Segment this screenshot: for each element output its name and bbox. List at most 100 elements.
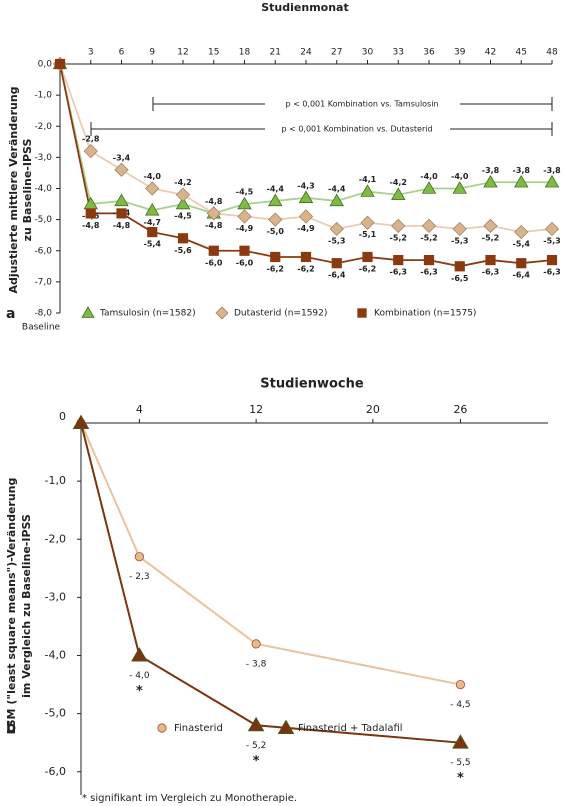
data-point (131, 647, 148, 662)
value-label: -5,2 (482, 233, 500, 242)
significance-marker: * (253, 754, 260, 769)
data-point (452, 181, 467, 194)
x-tick-label: 3 (88, 48, 94, 58)
series-line (80, 422, 461, 686)
y-tick-label: -4,0 (45, 649, 66, 662)
value-label: -4,2 (390, 178, 408, 187)
value-label: -4,8 (82, 221, 100, 230)
series-line (80, 422, 461, 744)
legend-label: Dutasterid (n=1592) (234, 309, 327, 319)
data-point (452, 734, 469, 749)
y-tick-label: -5,0 (45, 707, 66, 720)
data-point (83, 144, 98, 159)
value-label: -4,8 (205, 221, 223, 230)
value-label: - 4,5 (450, 700, 470, 710)
annotation: p < 0,001 Kombination vs. Dutasterid (281, 125, 432, 134)
x-axis-title: Studienwoche (260, 377, 364, 392)
value-label: -5,4 (144, 240, 162, 249)
legend-marker (357, 308, 367, 318)
x-tick-label: 39 (454, 48, 466, 58)
value-label: -6,5 (451, 274, 469, 283)
data-point (360, 215, 375, 230)
value-label: -4,0 (144, 172, 162, 181)
data-point (483, 174, 498, 188)
y-axis-title-line: zu Baseline-IPSS (21, 139, 34, 242)
baseline-label: Baseline (22, 323, 61, 333)
value-label: -4,3 (297, 181, 315, 190)
value-label: -5,1 (359, 230, 377, 239)
data-point (85, 208, 96, 219)
data-point (72, 414, 90, 429)
x-tick-label: 20 (366, 403, 380, 416)
x-axis-title: Studienmonat (261, 1, 348, 14)
data-point (175, 196, 191, 210)
value-label: -5,4 (513, 240, 531, 249)
y-tick-label: -8,0 (34, 309, 52, 319)
data-point (206, 206, 221, 221)
value-label: - 5,2 (246, 741, 266, 751)
panel-label: a (6, 306, 15, 322)
x-tick-label: 9 (149, 48, 155, 58)
legend-label: Finasterid + Tadalafil (298, 723, 403, 734)
x-tick-label: 45 (516, 48, 527, 58)
value-label: -5,3 (543, 236, 561, 245)
panel-label: b (6, 720, 16, 736)
value-label: - 2,3 (129, 572, 149, 582)
value-label: -4,4 (267, 184, 285, 193)
data-point (329, 221, 344, 237)
y-tick-label: -2,0 (45, 532, 66, 545)
y-tick-label: -2,0 (34, 122, 52, 132)
y-tick-label: -3,0 (34, 153, 52, 163)
y-tick-label: 0 (59, 410, 66, 423)
data-point (114, 193, 129, 207)
data-point (208, 245, 219, 256)
footnote: * signifikant im Vergleich zu Monotherap… (82, 793, 297, 804)
data-point (270, 251, 281, 263)
data-point (247, 716, 265, 732)
data-point (145, 181, 160, 196)
y-tick-label: -5,0 (34, 215, 52, 225)
value-label: - 4,0 (129, 671, 150, 681)
y-tick-label: 0,0 (38, 60, 53, 70)
data-point (454, 261, 465, 272)
data-point (114, 162, 129, 177)
x-tick-label: 4 (136, 403, 143, 416)
value-label: -6,0 (236, 258, 254, 267)
data-point (54, 58, 66, 70)
value-label: -5,3 (451, 236, 469, 245)
series-line (59, 63, 553, 268)
data-point (329, 193, 344, 207)
value-label: -5,2 (390, 233, 408, 242)
data-point (514, 174, 529, 188)
y-axis-title-line: LSM ("least square means")-Veränderung (5, 478, 18, 735)
legend-marker (81, 306, 95, 318)
y-tick-label: -3,0 (45, 590, 66, 603)
value-label: -6,2 (267, 264, 285, 273)
value-label: -6,3 (543, 268, 561, 277)
x-tick-label: 36 (423, 48, 435, 58)
value-label: -3,8 (543, 166, 561, 175)
x-tick-label: 27 (331, 48, 342, 58)
data-point (268, 193, 283, 207)
data-point (300, 251, 312, 263)
label-bg (265, 96, 460, 112)
value-label: -6,2 (297, 264, 315, 273)
data-point (455, 679, 466, 690)
value-label: -4,1 (359, 175, 377, 184)
x-tick-label: 48 (546, 48, 558, 58)
x-tick-label: 18 (239, 48, 251, 58)
value-label: - 3,8 (246, 659, 267, 669)
value-label: -6,3 (390, 268, 408, 277)
value-label: -4,8 (113, 221, 131, 230)
value-label: -4,0 (420, 172, 438, 181)
data-point (362, 251, 373, 263)
value-label: -4,7 (144, 218, 162, 227)
significance-marker: * (457, 771, 464, 786)
value-label: -3,8 (482, 166, 500, 175)
x-tick-label: 12 (177, 48, 188, 58)
y-tick-label: -1,0 (45, 474, 66, 487)
x-tick-label: 12 (249, 403, 263, 416)
value-label: -4,5 (174, 212, 192, 221)
data-point (421, 218, 437, 233)
